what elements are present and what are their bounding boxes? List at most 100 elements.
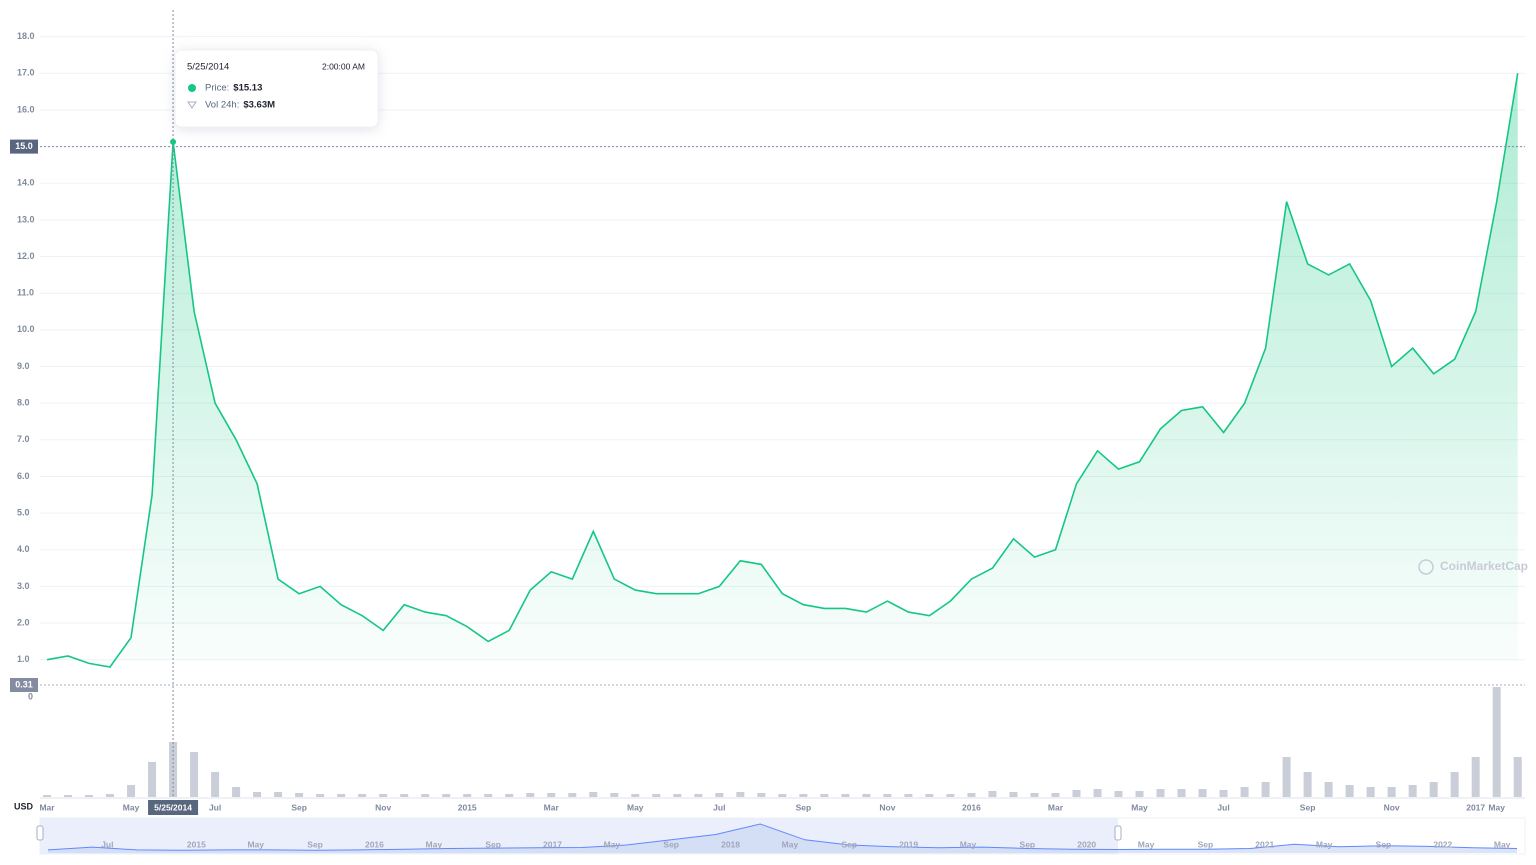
volume-bar [148,762,157,797]
volume-bar [1471,757,1480,797]
volume-bar [1492,687,1501,797]
navigator-tick-label: May [426,839,443,849]
volume-bar [988,791,997,797]
navigator-tick-label: May [1316,839,1333,849]
watermark: CoinMarketCap [1440,559,1528,573]
volume-bar [1513,757,1522,797]
navigator-tick-label: Sep [841,839,857,849]
volume-bar [820,794,829,797]
navigator-tick-label: May [1494,839,1511,849]
crosshair-y-label: 15.0 [15,141,33,151]
navigator-line [47,823,1518,851]
volume-bar [547,793,556,797]
y-tick-label: 1.0 [17,654,30,664]
volume-bar [1030,793,1039,797]
y-tick-label: 6.0 [17,471,30,481]
tooltip-price: $15.13 [233,83,262,94]
volume-bar [463,794,472,797]
navigator-tick-label: Jul [101,839,113,849]
volume-bar [127,785,136,797]
y-tick-label: 2.0 [17,617,30,627]
volume-bar [43,795,51,797]
volume-bar [505,794,514,797]
y-tick-label: 11.0 [17,288,34,298]
navigator-area [48,824,1517,853]
volume-bar [1051,793,1060,797]
volume-bar [1135,791,1144,797]
volume-bar [379,794,388,797]
volume-bar [1282,757,1291,797]
navigator-tick-label: 2015 [187,839,206,849]
volume-bar [1072,790,1081,797]
volume-bar [1345,785,1354,797]
volume-bar [295,793,304,797]
volume-bar [589,792,598,797]
navigator-tick-label: May [1138,839,1155,849]
volume-bar [169,742,178,797]
tooltip-price-label: Price: [205,83,229,94]
navigator-tick-label: Sep [1376,839,1392,849]
volume-bar [1387,787,1396,797]
volume-bar [883,794,892,797]
volume-bar [778,794,787,797]
volume-bar [1009,792,1018,797]
navigator-tick-label: May [247,839,264,849]
x-tick-label: Jul [1217,802,1229,812]
volume-bar [526,793,535,797]
volume-axis-label: 0 [28,691,33,701]
y-tick-label: 18.0 [17,31,35,41]
volume-bar [631,794,640,797]
volume-bar [442,794,451,797]
volume-bar [1240,787,1249,797]
y-tick-label: 13.0 [17,214,35,224]
crosshair-y-box [10,139,38,154]
volume-bar [673,794,682,797]
volume-bar [1114,791,1123,797]
y-tick-label: 9.0 [17,361,30,371]
navigator-tick-label: 2018 [721,839,740,849]
x-tick-label: Mar [39,802,55,812]
y-tick-label: 17.0 [17,68,35,78]
volume-bar [946,794,955,797]
navigator-tick-label: May [604,839,621,849]
volume-bar [1429,782,1438,797]
currency-label: USD [14,801,34,811]
x-tick-label: 2016 [962,802,981,812]
hover-point [170,138,177,145]
volume-bar [736,792,745,797]
navigator-handle [36,825,44,841]
navigator-tick-label: Sep [1198,839,1214,849]
volume-bar [274,792,283,797]
volume-bar [1261,782,1270,797]
volume-bar [799,794,808,797]
volume-bar [106,794,115,797]
volume-bar [211,772,220,797]
watermark-logo [1418,559,1434,575]
navigator-tick-label: 2021 [1255,839,1274,849]
volume-bar [232,787,241,797]
crosshair-date: 5/25/2014 [154,802,192,812]
x-tick-label: Mar [544,802,560,812]
y-tick-label: 7.0 [17,434,30,444]
tooltip-vol-label: Vol 24h: [205,100,239,111]
x-tick-label: Jul [209,802,221,812]
y-tick-label: 12.0 [17,251,35,261]
x-tick-label: Mar [1048,802,1064,812]
x-tick-label: 2017 [1466,802,1485,812]
x-tick-label: Nov [375,802,391,812]
navigator-tick-label: May [960,839,977,849]
y-tick-label: 14.0 [17,178,35,188]
volume-bar [757,793,766,797]
volume-bar [1093,789,1102,797]
volume-bar [1324,782,1333,797]
overlay: 0.31 15.0 5/25/2014 5/25/2014 2:00:00 AM Pric… [10,10,1525,815]
volume-bar [1177,789,1186,797]
navigator-tick-label: 2020 [1077,839,1096,849]
x-tick-label: May [627,802,644,812]
volume-bar [694,794,703,797]
navigator-tick-label: 2016 [365,839,384,849]
volume-bar [337,794,346,797]
plot [43,73,1522,797]
tooltip-date: 5/25/2014 [187,62,229,73]
